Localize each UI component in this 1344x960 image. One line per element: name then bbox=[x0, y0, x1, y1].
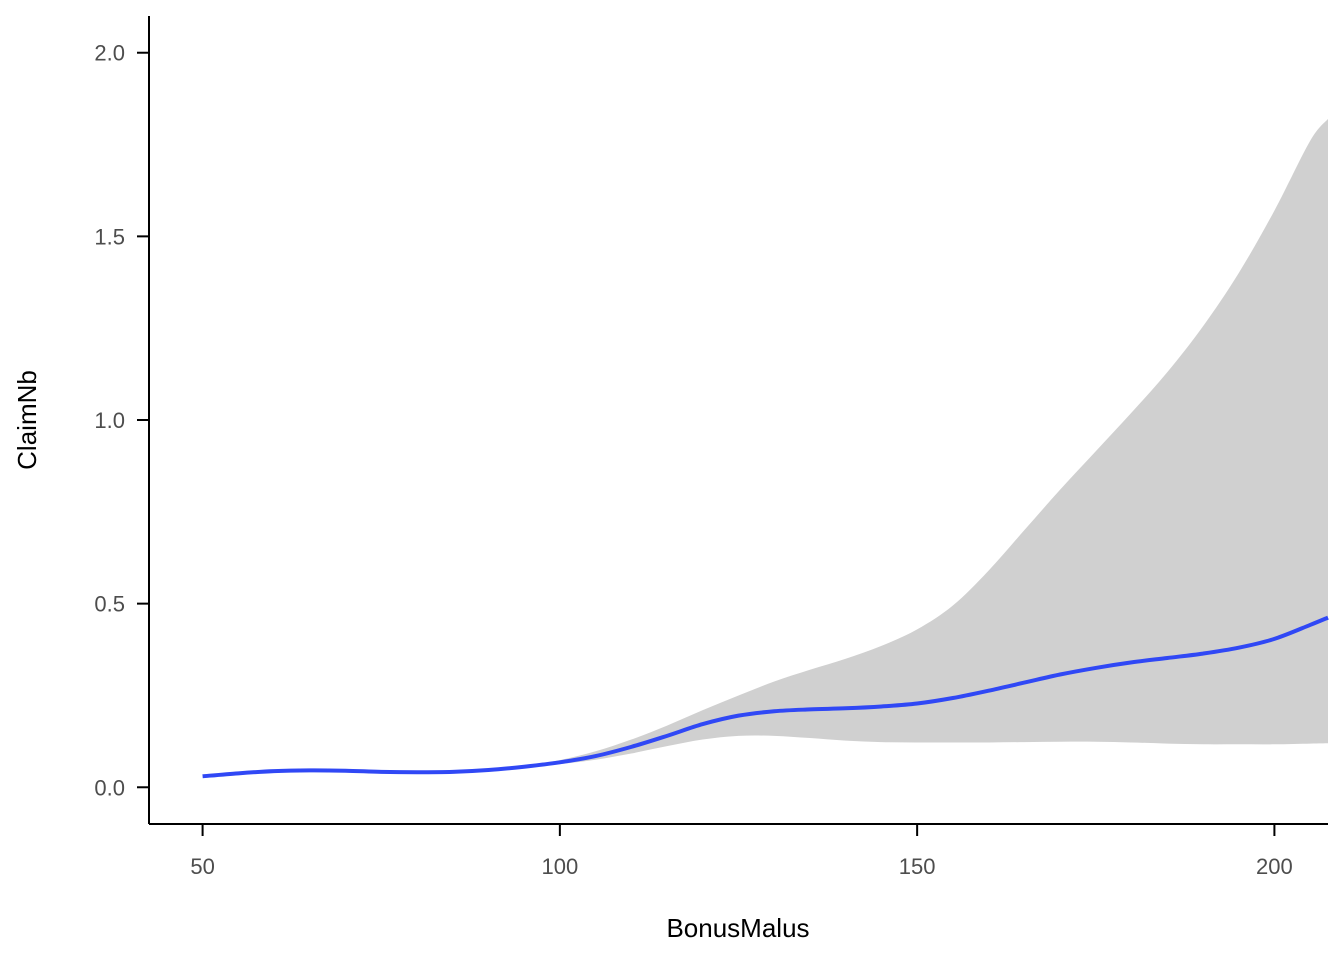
y-tick-label: 1.0 bbox=[94, 408, 125, 433]
y-ticks: 0.0 0.5 1.0 1.5 2.0 bbox=[94, 41, 149, 800]
y-tick-label: 2.0 bbox=[94, 41, 125, 66]
x-tick-label: 100 bbox=[542, 854, 579, 879]
confidence-band bbox=[202, 118, 1329, 777]
x-tick-label: 50 bbox=[190, 854, 214, 879]
y-tick-label: 0.5 bbox=[94, 592, 125, 617]
y-axis-title: ClaimNb bbox=[12, 370, 42, 470]
plot-area bbox=[202, 118, 1329, 779]
x-tick-label: 150 bbox=[899, 854, 936, 879]
y-tick-label: 0.0 bbox=[94, 775, 125, 800]
x-tick-label: 200 bbox=[1256, 854, 1293, 879]
y-tick-label: 1.5 bbox=[94, 224, 125, 249]
x-ticks: 50 100 150 200 bbox=[190, 824, 1293, 879]
x-axis-title: BonusMalus bbox=[666, 913, 809, 943]
smooth-line bbox=[202, 615, 1329, 779]
